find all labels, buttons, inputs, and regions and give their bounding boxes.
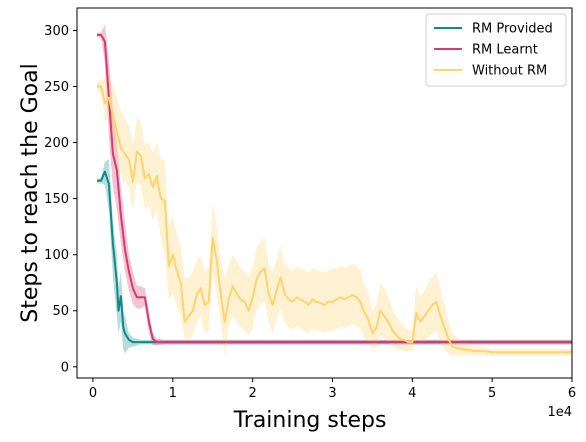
y-tick-label: 200 — [44, 136, 69, 151]
legend-label-without-rm: Without RM — [472, 64, 547, 79]
x-tick-label: 5 — [488, 386, 496, 401]
confidence-bands — [97, 24, 572, 356]
y-tick-label: 100 — [44, 248, 69, 263]
y-tick-label: 300 — [44, 24, 69, 39]
x-offset-label: 1e4 — [547, 405, 572, 420]
x-axis-ticks: 0 1 2 3 4 5 6 — [89, 378, 576, 401]
x-tick-label: 6 — [568, 386, 576, 401]
series-lines — [97, 33, 572, 354]
legend-box — [425, 13, 567, 87]
without-rm-band — [97, 75, 572, 356]
rm-provided-line — [97, 170, 572, 344]
x-tick-label: 3 — [328, 386, 336, 401]
legend-label-rm-provided: RM Provided — [472, 22, 553, 37]
y-axis-ticks: 0 50 100 150 200 250 300 — [44, 24, 77, 375]
legend: RM Provided RM Learnt Without RM — [425, 13, 567, 87]
plot-frame — [76, 7, 573, 379]
x-tick-label: 4 — [408, 386, 416, 401]
x-tick-label: 2 — [249, 386, 257, 401]
x-tick-label: 1 — [169, 386, 177, 401]
x-tick-label: 0 — [89, 386, 97, 401]
y-tick-label: 0 — [61, 360, 69, 375]
x-axis-label: Training steps — [233, 408, 387, 433]
legend-label-rm-learnt: RM Learnt — [472, 43, 538, 58]
y-tick-label: 50 — [52, 304, 69, 319]
y-tick-label: 150 — [44, 192, 69, 207]
y-tick-label: 250 — [44, 80, 69, 95]
y-axis-label: Steps to reach the Goal — [18, 63, 43, 322]
without-rm-line — [97, 85, 572, 354]
